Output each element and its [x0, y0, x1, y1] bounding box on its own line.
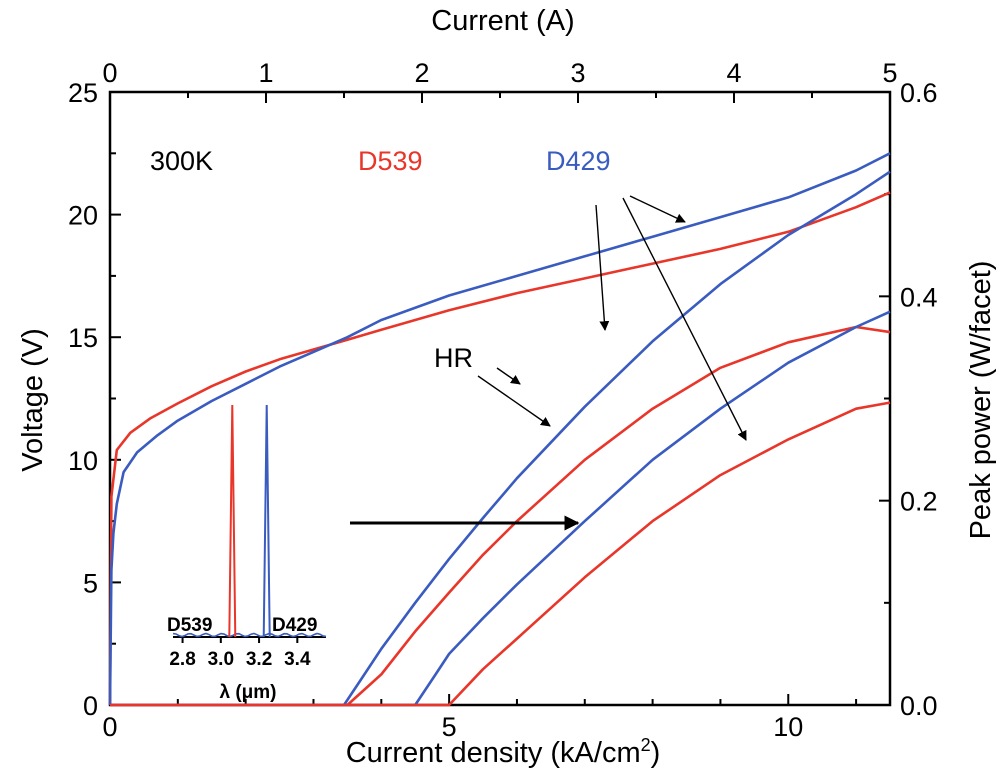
temperature-label: 300K [150, 146, 213, 176]
series-d429-power [110, 310, 891, 707]
y-tick-label: 20 [68, 201, 98, 231]
series-d539-power [110, 401, 891, 707]
spectrum-inset: 2.8 3.0 3.2 3.4 [169, 404, 327, 670]
bottom-axis-title-main: Current density (kA/cm [346, 737, 641, 769]
y2-tick-label: 0.6 [900, 78, 938, 108]
x-tick-label: 5 [442, 712, 457, 742]
inset-x-tick-label: 3.2 [246, 649, 272, 670]
y2-tick-label: 0.0 [900, 691, 938, 721]
y-tick-label: 5 [83, 568, 98, 598]
series-d429-voltage [108, 152, 891, 706]
annotations [350, 195, 747, 531]
y-tick-label: 0 [83, 691, 98, 721]
series-d429-power-hr [110, 170, 891, 707]
d429-series-label: D429 [546, 146, 611, 176]
y2-tick-label: 0.2 [900, 487, 938, 517]
arrow-d429-to-voltage [629, 195, 686, 223]
y2-tick-label: 0.4 [900, 282, 938, 312]
plot-frame: 0 5 10 0 1 2 3 4 5 0 5 10 15 20 25 0.0 0.2 0.4 0.6 [68, 58, 938, 742]
series-layer [108, 152, 891, 707]
d539-series-label: D539 [358, 146, 423, 176]
bottom-axis-title-sup: 2 [641, 735, 651, 755]
inset-peak-label-d539: D539 [167, 615, 212, 636]
plot-border [108, 90, 892, 707]
x-tick-label: 10 [773, 712, 803, 742]
right-axis-title: Peak power (W/facet) [965, 261, 997, 540]
x2-tick-label: 3 [570, 58, 585, 88]
hr-label: HR [434, 343, 473, 373]
arrow-d429-to-power-hr [595, 204, 610, 331]
inset-peak-d539 [228, 404, 237, 638]
bottom-axis-title: Current density (kA/cm2) [346, 735, 661, 769]
inset-baseline-d429 [172, 632, 327, 638]
inset-peak-d429 [262, 404, 271, 638]
x2-tick-label: 2 [414, 58, 429, 88]
arrow-hr-2 [477, 375, 551, 427]
left-axis-title: Voltage (V) [17, 328, 49, 471]
y-tick-label: 25 [68, 78, 98, 108]
inset-x-tick-label: 2.8 [169, 649, 195, 670]
top-axis-title: Current (A) [431, 5, 574, 37]
arrow-hr-1 [496, 367, 521, 385]
y-tick-label: 15 [68, 323, 98, 353]
x2-tick-label: 4 [726, 58, 741, 88]
inset-peak-label-d429: D429 [272, 615, 317, 636]
x2-tick-label: 0 [102, 58, 117, 88]
series-d539-power-hr [110, 325, 891, 707]
x-tick-label: 0 [102, 712, 117, 742]
arrow-d429-to-power [622, 197, 747, 441]
y-tick-label: 10 [68, 446, 98, 476]
inset-x-title: λ (μm) [219, 682, 276, 703]
x2-tick-label: 1 [258, 58, 273, 88]
inset-x-tick-label: 3.4 [284, 649, 311, 670]
inset-x-tick-label: 3.0 [208, 649, 234, 670]
x2-tick-label: 5 [882, 58, 897, 88]
bottom-axis-title-end: ) [651, 737, 661, 769]
